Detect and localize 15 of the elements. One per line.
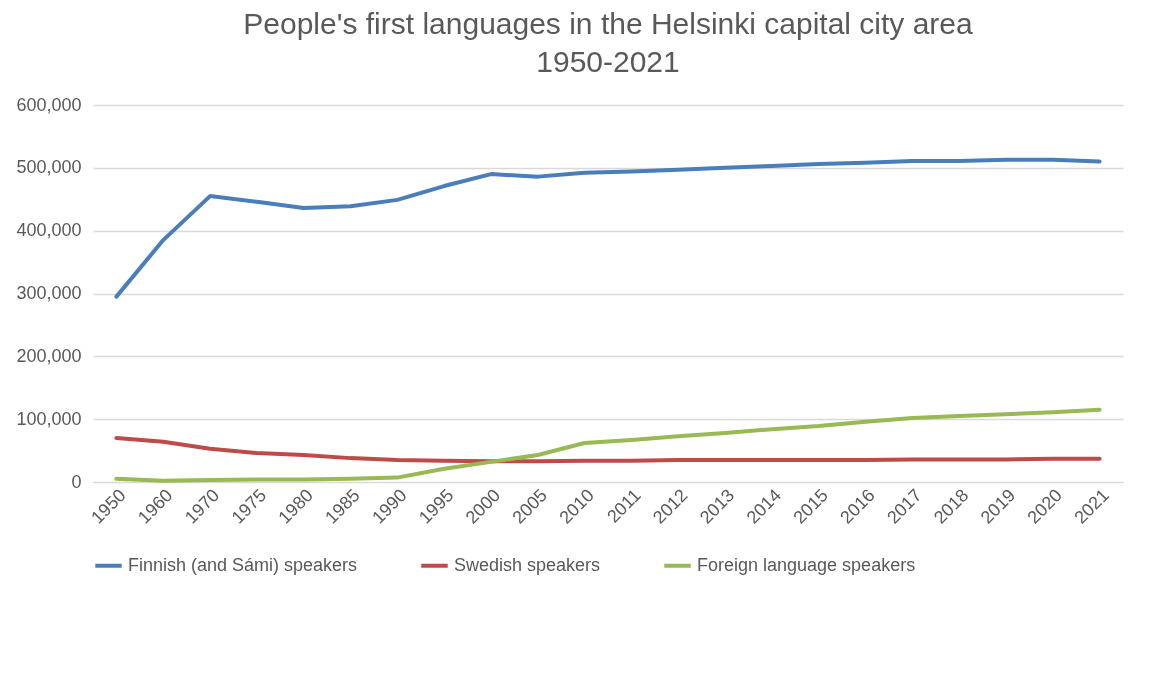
y-tick-label: 500,000 (16, 157, 82, 178)
legend-label: Swedish speakers (454, 554, 601, 575)
line-series (114, 157, 1102, 299)
legend-label: Foreign language speakers (697, 554, 916, 575)
y-tick-label: 600,000 (16, 94, 82, 115)
chart-title: People's first languages in the Helsinki capital city area (243, 7, 974, 40)
chart-subtitle: 1950-2021 (536, 45, 680, 78)
line-series (114, 436, 1102, 464)
y-tick-label: 200,000 (16, 345, 82, 366)
y-tick-label: 100,000 (16, 408, 82, 429)
y-tick-label: 400,000 (16, 220, 82, 241)
y-tick-label: 0 (71, 471, 82, 492)
line-series (114, 407, 1102, 483)
y-tick-label: 300,000 (16, 283, 82, 303)
legend-label: Finnish (and Sámi) speakers (128, 554, 358, 575)
